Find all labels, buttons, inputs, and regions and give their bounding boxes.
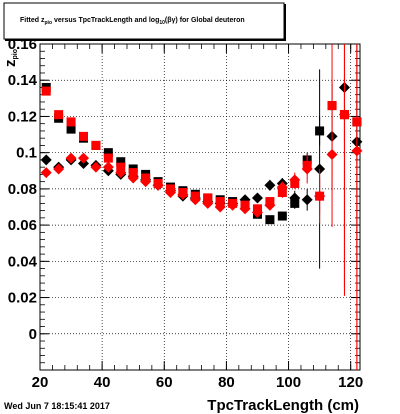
data-point-diamond <box>338 109 350 121</box>
data-point-diamond <box>289 174 301 186</box>
grid <box>40 43 360 370</box>
data-point-diamond <box>301 163 313 175</box>
data-point-diamond <box>276 181 288 193</box>
data-point-diamond <box>177 188 189 200</box>
data-point-diamond <box>40 167 52 179</box>
data-point-square <box>277 211 287 221</box>
data-point-diamond <box>102 161 114 173</box>
data-point-square <box>103 148 113 158</box>
data-point-diamond <box>314 190 326 202</box>
data-point-square <box>91 140 101 150</box>
data-series <box>40 44 363 370</box>
data-point-diamond <box>127 172 139 184</box>
y-tick-label: 0.06 <box>8 217 37 234</box>
y-tick-label: 0.1 <box>16 145 37 162</box>
timestamp: Wed Jun 7 18:15:41 2017 <box>4 401 110 411</box>
y-tick-labels: 0 0.02 0.04 0.06 0.08 0.1 0.12 0.14 0.16 <box>8 36 38 343</box>
data-point-diamond <box>40 154 52 166</box>
data-point-diamond <box>239 203 251 215</box>
data-point-diamond <box>140 176 152 188</box>
data-point-square <box>265 215 275 225</box>
chart-title: Fitted zpio versus TpcTrackLength and lo… <box>20 17 245 26</box>
data-point-diamond <box>351 145 363 157</box>
data-point-diamond <box>115 167 127 179</box>
data-point-diamond <box>214 201 226 213</box>
y-tick-label: 0.12 <box>8 108 37 125</box>
data-point-diamond <box>164 187 176 199</box>
y-tick-label: 0.08 <box>8 181 37 198</box>
data-point-diamond <box>53 163 65 175</box>
y-tick-label: 0 <box>29 326 37 343</box>
x-tick-label: 120 <box>338 374 363 391</box>
x-tick-labels: 20 40 60 80 100 120 <box>32 374 364 391</box>
data-point-diamond <box>326 148 338 160</box>
y-tick-label: 0.02 <box>8 290 37 307</box>
y-tick-label: 0.16 <box>8 36 37 53</box>
data-point-square <box>66 124 76 134</box>
data-point-diamond <box>251 192 263 204</box>
y-axis-title: zpio <box>2 49 19 67</box>
x-tick-label: 20 <box>32 374 49 391</box>
data-point-diamond <box>251 206 263 218</box>
data-point-diamond <box>152 179 164 191</box>
axis-ticks <box>39 43 360 371</box>
data-point-diamond <box>301 194 313 206</box>
x-axis-title: TpcTrackLength (cm) <box>207 397 359 414</box>
data-point-square <box>78 131 88 141</box>
data-point-diamond <box>65 152 77 164</box>
data-point-diamond <box>227 199 239 211</box>
data-point-diamond <box>90 161 102 173</box>
data-point-diamond <box>189 194 201 206</box>
data-point-diamond <box>289 192 301 204</box>
data-point-square <box>116 157 126 167</box>
y-tick-label: 0.14 <box>8 72 38 89</box>
data-point-square <box>66 117 76 127</box>
data-point-diamond <box>77 152 89 164</box>
x-tick-label: 80 <box>218 374 235 391</box>
x-tick-label: 100 <box>276 374 301 391</box>
series-3 <box>40 44 363 370</box>
x-tick-label: 40 <box>94 374 111 391</box>
data-point-diamond <box>264 199 276 211</box>
data-point-square <box>103 153 113 163</box>
x-tick-label: 60 <box>156 374 173 391</box>
data-point-square <box>41 86 51 96</box>
data-point-square <box>54 110 64 120</box>
data-point-diamond <box>264 179 276 191</box>
y-tick-label: 0.04 <box>8 253 38 270</box>
data-point-diamond <box>202 197 214 209</box>
title-box: Fitted zpio versus TpcTrackLength and lo… <box>3 2 286 41</box>
